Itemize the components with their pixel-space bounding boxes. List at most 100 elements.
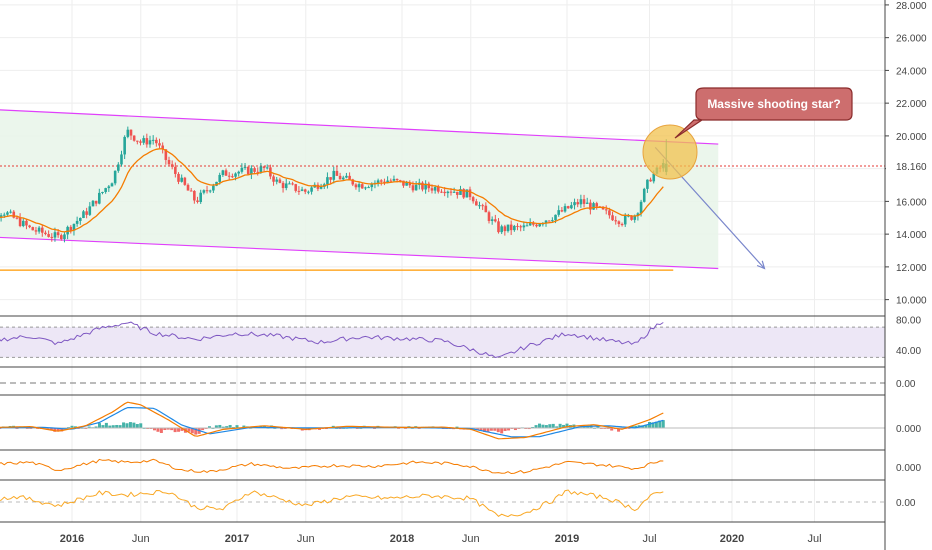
candle-body xyxy=(104,188,107,192)
signal-line xyxy=(0,401,664,440)
macd-histogram-bar xyxy=(644,424,648,428)
macd-histogram-bar xyxy=(513,427,517,431)
candle-body xyxy=(240,167,244,172)
candle-body xyxy=(630,215,633,220)
rsi-line xyxy=(0,321,664,359)
price-tick-label: 26.000 xyxy=(896,34,927,45)
candle-body xyxy=(300,189,304,191)
macd-histogram-bar xyxy=(500,427,504,434)
macd-histogram-bar xyxy=(476,427,480,430)
candle-body xyxy=(449,191,453,193)
candle-body xyxy=(2,214,6,216)
candle-body xyxy=(623,215,627,225)
current-price-label: 18.160 xyxy=(896,162,927,173)
candle-body xyxy=(212,185,215,191)
price-tick-label: 20.000 xyxy=(896,132,927,143)
candle-body xyxy=(506,224,510,232)
candle-body xyxy=(563,206,567,212)
candle-body xyxy=(69,226,73,231)
candle-body xyxy=(528,223,532,226)
candle-body xyxy=(639,201,643,214)
macd-histogram-bar xyxy=(73,426,77,428)
macd-histogram-bar xyxy=(565,423,569,428)
candle-body xyxy=(262,166,266,168)
candle-body xyxy=(215,181,218,186)
candle-body xyxy=(136,140,139,142)
macd-histogram-bar xyxy=(544,425,548,428)
candle-body xyxy=(427,183,431,189)
candle-body xyxy=(522,225,526,228)
candle-body xyxy=(307,191,310,193)
candle-body xyxy=(227,175,231,177)
macd-histogram-bar xyxy=(627,427,631,429)
macd-histogram-bar xyxy=(558,423,562,428)
macd-histogram-bar xyxy=(617,427,621,432)
candle-body xyxy=(107,186,111,189)
macd-histogram-bar xyxy=(228,425,232,428)
candle-body xyxy=(360,184,364,189)
candle-body xyxy=(633,215,637,220)
candle-body xyxy=(75,220,79,224)
candle-body xyxy=(370,183,374,188)
candle-body xyxy=(487,212,491,221)
candle-body xyxy=(456,191,459,195)
candle-body xyxy=(351,179,355,185)
macd-histogram-bar xyxy=(166,427,170,430)
candle-body xyxy=(481,205,484,207)
candle-body xyxy=(199,192,202,202)
candle-body xyxy=(253,168,256,172)
macd-histogram-bar xyxy=(156,427,160,432)
candle-body xyxy=(443,191,446,194)
candle-body xyxy=(408,182,412,186)
candle-body xyxy=(186,184,190,191)
candle-body xyxy=(120,154,123,165)
candle-body xyxy=(560,210,564,212)
macd-histogram-bar xyxy=(661,420,665,428)
candle-body xyxy=(570,205,573,209)
macd-histogram-bar xyxy=(104,422,108,428)
candle-body xyxy=(484,205,488,213)
macd-histogram-bar xyxy=(173,427,177,433)
candle-body xyxy=(566,206,570,209)
oscillator1-tick-label: 0.000 xyxy=(896,463,921,474)
candle-body xyxy=(44,232,47,235)
macd-histogram-bar xyxy=(180,427,184,431)
candle-body xyxy=(389,180,393,182)
macd-histogram-bar xyxy=(153,427,156,431)
macd-histogram-bar xyxy=(483,427,486,432)
candle-body xyxy=(237,171,241,174)
candle-body xyxy=(585,202,589,204)
candle-body xyxy=(205,190,209,192)
candle-body xyxy=(155,139,158,144)
time-tick-label: Jul xyxy=(807,533,821,545)
candle-body xyxy=(500,226,503,233)
candle-body xyxy=(59,235,63,239)
macd-histogram-bar xyxy=(190,427,194,434)
candle-body xyxy=(478,205,481,207)
candle-body xyxy=(509,224,513,231)
candle-body xyxy=(177,173,180,182)
candle-body xyxy=(243,166,247,168)
candle-body xyxy=(259,166,263,173)
candle-body xyxy=(424,183,427,190)
candle-body xyxy=(614,220,618,222)
candle-body xyxy=(142,138,145,143)
candle-body xyxy=(433,186,437,191)
time-tick-label: 2020 xyxy=(720,533,744,545)
ema-line xyxy=(0,148,664,233)
candle-body xyxy=(284,183,288,189)
candle-body xyxy=(21,220,25,227)
price-tick-label: 28.000 xyxy=(896,1,927,12)
candle-body xyxy=(79,217,82,221)
candle-body xyxy=(291,183,294,185)
candle-body xyxy=(544,220,548,224)
candle-body xyxy=(82,211,85,218)
candle-body xyxy=(174,166,177,174)
candle-body xyxy=(303,189,307,192)
macd-histogram-bar xyxy=(101,425,105,428)
candle-body xyxy=(183,177,187,185)
price-tick-label: 24.000 xyxy=(896,66,927,77)
candle-body xyxy=(430,188,434,191)
candle-body xyxy=(129,129,133,136)
macd-histogram-bar xyxy=(582,426,586,428)
